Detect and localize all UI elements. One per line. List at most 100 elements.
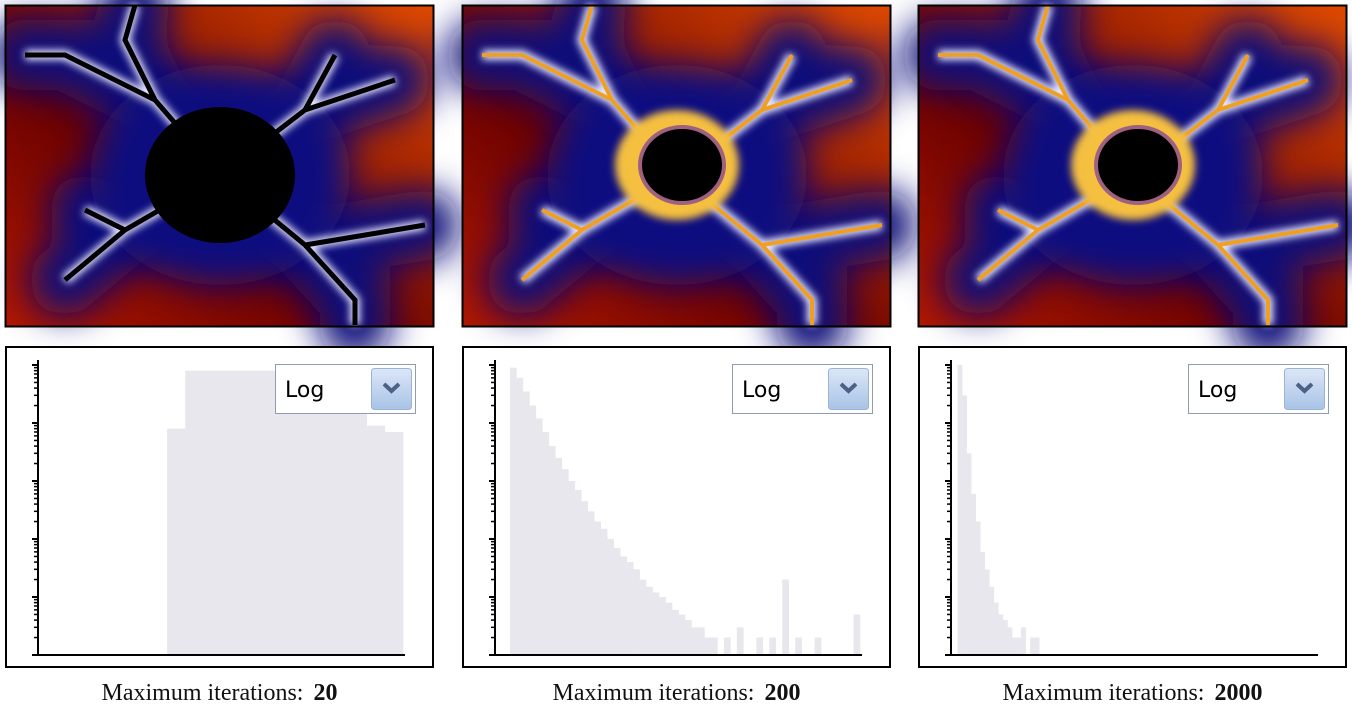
scale-dropdown[interactable]: Log bbox=[275, 364, 416, 414]
histogram-bar bbox=[529, 405, 537, 655]
histogram-bar bbox=[769, 637, 777, 655]
histogram-bar bbox=[607, 539, 614, 655]
set-body bbox=[145, 107, 295, 243]
dropdown-arrow bbox=[839, 382, 858, 394]
histogram-bar bbox=[626, 562, 634, 655]
histogram-bar bbox=[535, 418, 543, 655]
histogram-bar bbox=[710, 637, 718, 655]
gold-branches bbox=[938, 4, 1339, 325]
histogram-bar bbox=[853, 614, 861, 655]
histogram-bar bbox=[516, 377, 524, 655]
histogram-bar bbox=[697, 627, 705, 655]
histogram-bar bbox=[613, 547, 621, 655]
histogram-bar bbox=[294, 370, 313, 655]
dropdown-value: Log bbox=[742, 378, 781, 403]
image-border bbox=[917, 4, 1348, 328]
histogram-bar bbox=[620, 556, 627, 655]
histogram-bar bbox=[542, 431, 550, 655]
histogram-bar bbox=[574, 489, 582, 655]
set-body bbox=[638, 125, 726, 205]
histogram-bar bbox=[984, 569, 990, 655]
histogram-bar bbox=[1021, 627, 1026, 655]
histogram-bar bbox=[962, 395, 967, 655]
histogram-bar bbox=[239, 370, 259, 655]
scale-dropdown[interactable]: Log bbox=[1188, 364, 1329, 414]
caption-label: Maximum iterations: bbox=[102, 680, 304, 706]
image-border bbox=[461, 4, 892, 328]
histogram-bar bbox=[736, 627, 744, 655]
fractal-image bbox=[903, 0, 1352, 360]
panel: Log Maximum iterations: 200 bbox=[447, 0, 917, 706]
histogram-bar bbox=[723, 637, 731, 655]
histogram: Log bbox=[462, 346, 891, 668]
caption-label: Maximum iterations: bbox=[1003, 680, 1205, 706]
histogram-bar bbox=[348, 370, 367, 655]
histogram-bar bbox=[203, 370, 222, 655]
caption: Maximum iterations: 200 bbox=[553, 680, 801, 706]
histogram-bar bbox=[1034, 637, 1040, 655]
histogram-bar bbox=[568, 481, 576, 655]
histogram-bar bbox=[600, 528, 608, 655]
dropdown-arrow bbox=[1295, 382, 1314, 394]
histogram-bar bbox=[522, 391, 530, 655]
histogram-bar bbox=[756, 637, 764, 655]
histogram-bar bbox=[633, 569, 640, 655]
histogram-bar bbox=[587, 511, 595, 655]
histogram-bar bbox=[221, 370, 240, 655]
set-branches bbox=[25, 4, 426, 325]
histogram-bar bbox=[998, 614, 1004, 655]
histogram-bar bbox=[782, 579, 789, 655]
panel: Log Maximum iterations: 2000 bbox=[903, 0, 1352, 706]
histogram: Log bbox=[5, 346, 434, 668]
histogram-bar bbox=[678, 614, 686, 655]
max-iterations: 20 bbox=[313, 680, 337, 706]
histogram-bar bbox=[672, 609, 679, 655]
histogram: Log bbox=[918, 346, 1347, 668]
histogram-bar bbox=[957, 365, 963, 655]
histogram-bar bbox=[257, 370, 277, 655]
histogram-bar bbox=[1016, 637, 1022, 655]
histogram-bar bbox=[971, 493, 976, 655]
histogram-bar bbox=[639, 579, 647, 655]
set-body bbox=[1094, 125, 1182, 205]
histogram-bar bbox=[691, 627, 699, 655]
caption: Maximum iterations: 20 bbox=[102, 680, 338, 706]
histogram-bar bbox=[993, 602, 999, 655]
histogram-bar bbox=[167, 428, 186, 655]
scale-dropdown[interactable]: Log bbox=[732, 364, 873, 414]
caption-label: Maximum iterations: bbox=[553, 680, 755, 706]
max-iterations: 2000 bbox=[1214, 680, 1262, 706]
histogram-bar bbox=[795, 637, 802, 655]
histogram-bar bbox=[1007, 627, 1013, 655]
histogram-bar bbox=[594, 521, 602, 655]
fractal-image bbox=[0, 0, 460, 360]
panel: Log Maximum iterations: 20 bbox=[0, 0, 460, 706]
histogram-bar bbox=[966, 453, 972, 655]
histogram-bar bbox=[1002, 620, 1008, 655]
dropdown-value: Log bbox=[285, 378, 324, 403]
histogram-bar bbox=[561, 469, 569, 655]
histogram-bar bbox=[704, 637, 712, 655]
dropdown-arrow bbox=[382, 382, 401, 394]
histogram-bar bbox=[185, 370, 204, 655]
histogram-bar bbox=[366, 425, 386, 655]
histogram-bar bbox=[581, 501, 589, 655]
histogram-bar bbox=[989, 586, 995, 655]
histogram-bar bbox=[659, 597, 666, 655]
histogram-bar bbox=[980, 551, 986, 655]
dropdown-value: Log bbox=[1198, 378, 1237, 403]
image-border bbox=[4, 4, 435, 328]
histogram-bar bbox=[665, 602, 673, 655]
histogram-bar bbox=[1030, 637, 1035, 655]
histogram-bar bbox=[684, 620, 692, 655]
histogram-bar bbox=[652, 592, 660, 655]
fractal-image bbox=[447, 0, 917, 360]
histogram-bar bbox=[330, 370, 349, 655]
histogram-bar bbox=[509, 367, 517, 655]
max-iterations: 200 bbox=[764, 680, 800, 706]
histogram-bar bbox=[555, 457, 563, 655]
histogram-bar bbox=[312, 370, 331, 655]
gold-branches bbox=[482, 4, 883, 325]
